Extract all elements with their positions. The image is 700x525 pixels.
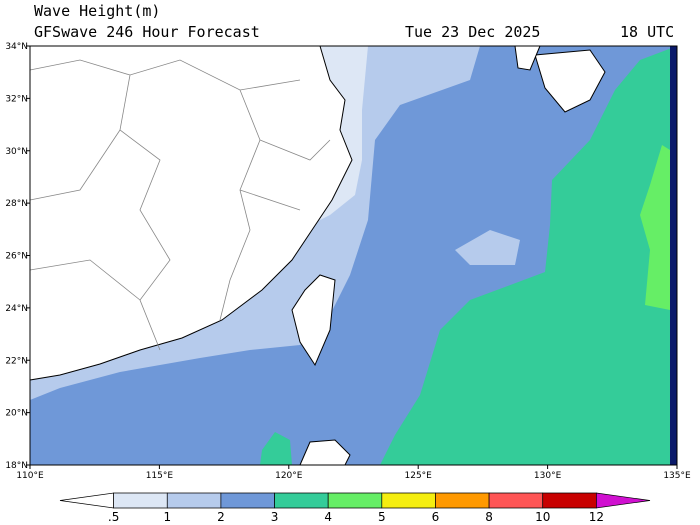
colorbar-swatch — [59, 492, 114, 509]
colorbar-label: 2 — [217, 510, 225, 524]
lat-label: 20°N — [5, 409, 28, 419]
colorbar-swatch — [220, 492, 275, 509]
colorbar-label: 6 — [432, 510, 440, 524]
time: 18 UTC — [620, 23, 674, 41]
lat-label: 32°N — [5, 94, 28, 104]
lon-label: 120°E — [275, 471, 303, 481]
colorbar-swatch — [166, 492, 222, 509]
lat-label: 24°N — [5, 304, 28, 314]
lat-label: 34°N — [5, 42, 28, 52]
land-japan — [534, 49, 606, 113]
colorbar-label: 4 — [324, 510, 332, 524]
colorbar-label: 1 — [163, 510, 171, 524]
lon-label: 110°E — [16, 471, 44, 481]
zone-1-2 — [455, 230, 520, 265]
colorbar-label: 5 — [378, 510, 386, 524]
colorbar-swatch — [274, 492, 329, 509]
colorbar-swatch — [488, 492, 544, 509]
date: Tue 23 Dec 2025 — [405, 23, 540, 41]
zone-3-4 — [260, 432, 292, 465]
colorbar-swatch — [435, 492, 490, 509]
edge-strip — [670, 46, 677, 465]
subtitle: GFSwave 246 Hour Forecast — [34, 23, 260, 41]
lat-label: 22°N — [5, 356, 28, 366]
zone-3-4 — [380, 46, 677, 465]
land-china — [29, 45, 353, 381]
colorbar-swatch — [113, 492, 168, 509]
ticks: 110°E 115°E 120°E 125°E 130°E 135°E 34°N 32°N 30… — [5, 42, 691, 481]
colorbar-label: 10 — [535, 510, 550, 524]
colorbar-swatch — [327, 492, 383, 509]
lon-label: 130°E — [534, 471, 562, 481]
lat-label: 26°N — [5, 252, 28, 262]
colorbar-label: .5 — [108, 510, 119, 524]
colorbar-label: 3 — [271, 510, 279, 524]
lon-label: 125°E — [405, 471, 433, 481]
lat-label: 30°N — [5, 147, 28, 157]
lat-label: 18°N — [5, 461, 28, 471]
lon-label: 115°E — [146, 471, 174, 481]
colorbar-swatch — [381, 492, 436, 509]
lat-label: 28°N — [5, 199, 28, 209]
colorbar: .5 1 2 3 4 5 6 8 10 12 — [59, 492, 651, 524]
colorbar-swatch — [542, 492, 597, 509]
map — [29, 45, 678, 466]
zone-4-5 — [640, 145, 670, 310]
colorbar-swatch — [596, 492, 651, 509]
lon-label: 135°E — [663, 471, 691, 481]
colorbar-label: 8 — [485, 510, 493, 524]
land-taiwan — [291, 274, 336, 367]
colorbar-label: 12 — [589, 510, 604, 524]
borders — [29, 59, 331, 351]
title: Wave Height(m) — [34, 2, 160, 20]
